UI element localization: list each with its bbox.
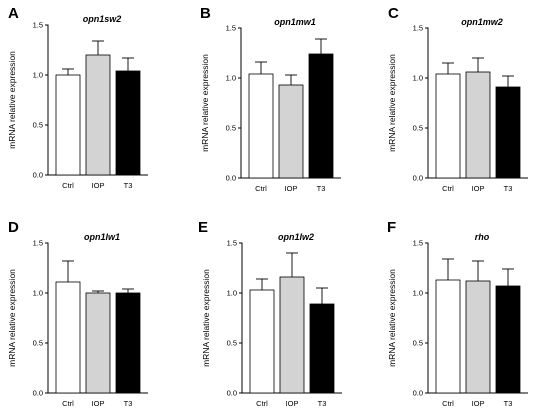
category-label-t3: T3 xyxy=(504,399,513,408)
bar-t3 xyxy=(115,70,141,176)
y-axis-label: mRNA relative expression xyxy=(201,269,211,367)
bar-ctrl xyxy=(248,73,274,179)
y-tick-label: 1.5 xyxy=(227,239,237,248)
bar-t3 xyxy=(115,292,141,394)
y-tick-label: 0.0 xyxy=(33,389,43,398)
panel-letter: A xyxy=(8,5,19,22)
gene-title: opn1lw2 xyxy=(278,232,314,242)
bar-t3 xyxy=(308,53,334,179)
gene-title: opn1mw1 xyxy=(274,17,316,27)
category-label-ctrl: Ctrl xyxy=(62,399,74,408)
panel-letter: B xyxy=(200,5,211,22)
y-tick-label: 1.0 xyxy=(413,74,423,83)
y-axis-label: mRNA relative expression xyxy=(387,54,397,152)
gene-title: opn1mw2 xyxy=(461,17,503,27)
category-label-t3: T3 xyxy=(124,181,133,190)
panel-letter: E xyxy=(198,219,208,236)
bar-iop xyxy=(465,280,491,394)
category-label-iop: IOP xyxy=(472,184,485,193)
y-tick-label: 1.5 xyxy=(33,21,43,30)
bar-ctrl xyxy=(55,281,81,394)
y-tick-label: 1.5 xyxy=(413,239,423,248)
y-tick-label: 1.0 xyxy=(33,289,43,298)
category-label-t3: T3 xyxy=(124,399,133,408)
gene-title: opn1sw2 xyxy=(83,14,122,24)
y-tick-label: 0.0 xyxy=(413,174,423,183)
category-label-iop: IOP xyxy=(92,181,105,190)
y-axis-label: mRNA relative expression xyxy=(7,269,17,367)
y-tick-label: 0.0 xyxy=(227,389,237,398)
bar-iop xyxy=(279,276,305,394)
y-tick-label: 1.5 xyxy=(33,239,43,248)
bar-ctrl xyxy=(249,289,275,394)
gene-title: opn1lw1 xyxy=(84,232,120,242)
category-label-iop: IOP xyxy=(472,399,485,408)
y-tick-label: 0.0 xyxy=(33,171,43,180)
y-tick-label: 0.5 xyxy=(226,124,236,133)
bar-ctrl xyxy=(55,74,81,176)
category-label-iop: IOP xyxy=(285,184,298,193)
y-tick-label: 0.5 xyxy=(33,121,43,130)
bar-iop xyxy=(85,292,111,394)
category-label-ctrl: Ctrl xyxy=(442,399,454,408)
panel-letter: C xyxy=(388,5,399,22)
category-label-ctrl: Ctrl xyxy=(442,184,454,193)
gene-title: rho xyxy=(475,232,490,242)
y-tick-label: 0.0 xyxy=(413,389,423,398)
y-tick-label: 1.0 xyxy=(413,289,423,298)
bar-t3 xyxy=(495,86,521,179)
y-tick-label: 0.5 xyxy=(413,124,423,133)
y-tick-label: 0.5 xyxy=(33,339,43,348)
y-tick-label: 0.0 xyxy=(226,174,236,183)
panel-letter: D xyxy=(8,219,19,236)
bar-ctrl xyxy=(435,279,461,394)
y-tick-label: 1.5 xyxy=(413,24,423,33)
y-axis-label: mRNA relative expression xyxy=(7,51,17,149)
bar-iop xyxy=(278,84,304,179)
category-label-ctrl: Ctrl xyxy=(255,184,267,193)
bar-iop xyxy=(85,54,111,176)
panel-letter: F xyxy=(387,219,396,236)
y-axis-label: mRNA relative expression xyxy=(200,54,210,152)
category-label-t3: T3 xyxy=(317,184,326,193)
y-tick-label: 1.0 xyxy=(226,74,236,83)
category-label-iop: IOP xyxy=(92,399,105,408)
bar-t3 xyxy=(309,303,335,394)
category-label-t3: T3 xyxy=(504,184,513,193)
y-tick-label: 1.0 xyxy=(227,289,237,298)
y-axis-label: mRNA relative expression xyxy=(387,269,397,367)
bar-iop xyxy=(465,71,491,179)
y-tick-label: 1.5 xyxy=(226,24,236,33)
category-label-ctrl: Ctrl xyxy=(62,181,74,190)
y-tick-label: 1.0 xyxy=(33,71,43,80)
category-label-ctrl: Ctrl xyxy=(256,399,268,408)
y-tick-label: 0.5 xyxy=(227,339,237,348)
category-label-t3: T3 xyxy=(318,399,327,408)
y-tick-label: 0.5 xyxy=(413,339,423,348)
category-label-iop: IOP xyxy=(286,399,299,408)
bar-ctrl xyxy=(435,73,461,179)
bar-t3 xyxy=(495,285,521,394)
